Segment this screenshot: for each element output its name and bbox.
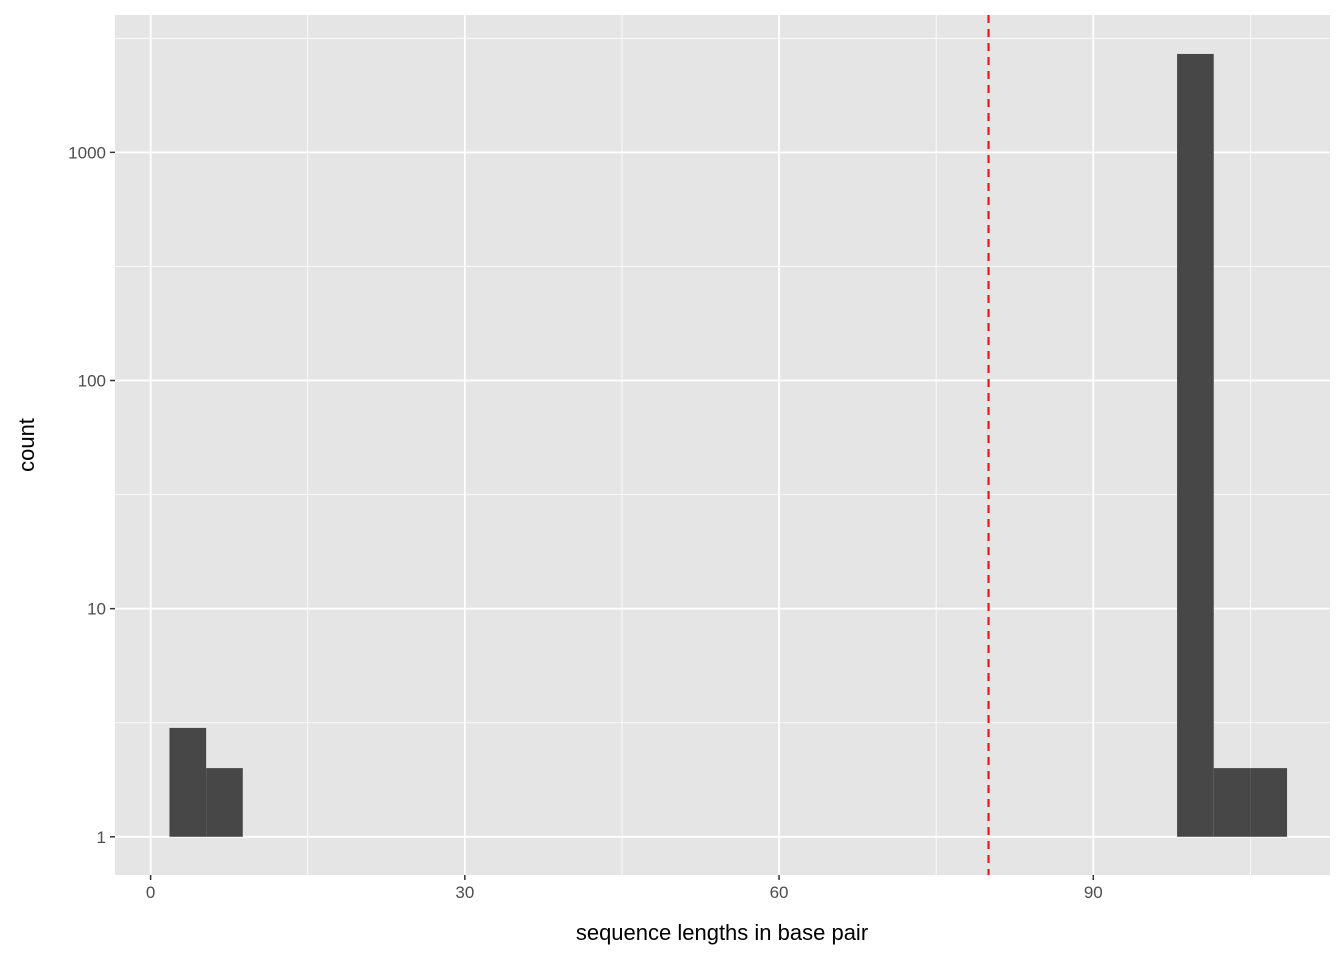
gridlines: [115, 15, 1330, 875]
y-tick-label: 1: [97, 828, 106, 847]
x-axis-label: sequence lengths in base pair: [576, 920, 868, 945]
bars: [169, 53, 1288, 837]
y-axis-label: count: [14, 418, 39, 472]
x-tick-label: 0: [146, 883, 155, 902]
histogram-bar: [206, 768, 243, 837]
histogram-bar: [1250, 768, 1288, 837]
x-tick-label: 60: [770, 883, 789, 902]
histogram-bar: [1213, 768, 1251, 837]
plot-panel: [115, 15, 1330, 875]
histogram-bar: [169, 727, 207, 837]
x-tick-label: 30: [455, 883, 474, 902]
y-tick-label: 1000: [68, 143, 106, 162]
y-tick-label: 10: [87, 600, 106, 619]
axes: 0 30 60 90 1 10 100 1000: [68, 143, 1103, 902]
histogram-bar: [1177, 53, 1214, 837]
y-tick-label: 100: [78, 372, 106, 391]
x-tick-label: 90: [1084, 883, 1103, 902]
